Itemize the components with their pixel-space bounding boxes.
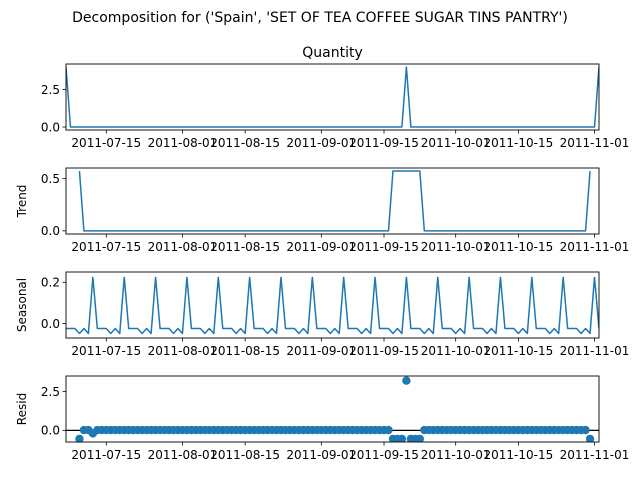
trend-ylabel: Trend bbox=[15, 185, 29, 219]
trend-plot-area bbox=[78, 170, 591, 232]
seasonal-plot-area bbox=[66, 276, 599, 335]
observed-xtick-label: 2011-08-01 bbox=[148, 136, 218, 150]
resid-point bbox=[384, 425, 393, 435]
resid-xtick-label: 2011-10-01 bbox=[421, 448, 491, 462]
observed-title: Quantity bbox=[302, 45, 363, 61]
resid-point bbox=[581, 425, 590, 435]
observed-series-line bbox=[66, 66, 599, 128]
observed-ytick-label: 2.5 bbox=[41, 83, 60, 97]
seasonal-xtick-label: 2011-09-15 bbox=[349, 344, 419, 358]
seasonal-ytick-label: 0.0 bbox=[41, 317, 60, 331]
resid-point bbox=[402, 376, 411, 385]
seasonal-xtick-label: 2011-10-01 bbox=[421, 344, 491, 358]
seasonal-axes-frame bbox=[65, 271, 600, 339]
resid-xtick-label: 2011-09-01 bbox=[286, 448, 356, 462]
trend-axes-frame bbox=[65, 167, 600, 235]
resid-xtick-label: 2011-09-15 bbox=[349, 448, 419, 462]
trend-xtick-label: 2011-07-15 bbox=[71, 240, 141, 254]
seasonal-xtick-label: 2011-08-01 bbox=[148, 344, 218, 358]
trend-xtick-label: 2011-09-01 bbox=[286, 240, 356, 254]
seasonal-ytick-label: 0.2 bbox=[41, 276, 60, 290]
seasonal-xtick-label: 2011-07-15 bbox=[71, 344, 141, 358]
trend-series-line bbox=[78, 170, 591, 232]
resid-point bbox=[75, 434, 84, 442]
resid-xtick-label: 2011-08-15 bbox=[210, 448, 280, 462]
resid-point bbox=[397, 434, 407, 442]
trend-xtick-label: 2011-08-01 bbox=[148, 240, 218, 254]
trend-ytick-label: 0.5 bbox=[41, 172, 60, 186]
resid-ytick-label: 0.0 bbox=[41, 424, 60, 438]
seasonal-xtick-label: 2011-11-01 bbox=[560, 344, 630, 358]
resid-ylabel: Resid bbox=[15, 393, 29, 425]
observed-xtick-label: 2011-11-01 bbox=[560, 136, 630, 150]
observed-ytick-label: 0.0 bbox=[41, 120, 60, 134]
figure-suptitle: Decomposition for ('Spain', 'SET OF TEA … bbox=[72, 10, 568, 26]
seasonal-xtick-label: 2011-09-01 bbox=[286, 344, 356, 358]
trend-xtick-label: 2011-11-01 bbox=[560, 240, 630, 254]
observed-axes-frame bbox=[65, 63, 600, 131]
resid-plot-area bbox=[66, 376, 599, 442]
seasonal-xtick-label: 2011-08-15 bbox=[210, 344, 280, 358]
observed-xtick-label: 2011-07-15 bbox=[71, 136, 141, 150]
observed-plot-area bbox=[66, 66, 599, 128]
trend-ytick-label: 0.0 bbox=[41, 224, 60, 238]
resid-point bbox=[415, 434, 425, 442]
trend-xtick-label: 2011-10-15 bbox=[484, 240, 554, 254]
resid-xtick-label: 2011-10-15 bbox=[484, 448, 554, 462]
observed-xtick-label: 2011-09-01 bbox=[286, 136, 356, 150]
seasonal-xtick-label: 2011-10-15 bbox=[484, 344, 554, 358]
seasonal-ylabel: Seasonal bbox=[15, 278, 29, 332]
observed-xtick-label: 2011-08-15 bbox=[210, 136, 280, 150]
trend-xtick-label: 2011-10-01 bbox=[421, 240, 491, 254]
resid-xtick-label: 2011-07-15 bbox=[71, 448, 141, 462]
resid-point bbox=[585, 434, 595, 442]
resid-axes-frame bbox=[65, 375, 600, 443]
observed-xtick-label: 2011-09-15 bbox=[349, 136, 419, 150]
panel-trend: Trend 0.0 0.5 2011-07-15 2011-08-012011-08-1… bbox=[15, 167, 630, 254]
observed-xtick-label: 2011-10-15 bbox=[484, 136, 554, 150]
seasonal-series-line bbox=[66, 276, 599, 335]
trend-xtick-label: 2011-09-15 bbox=[349, 240, 419, 254]
resid-xtick-label: 2011-08-01 bbox=[148, 448, 218, 462]
observed-xtick-label: 2011-10-01 bbox=[421, 136, 491, 150]
panel-resid: Resid 0.0 2.5 2011-07-15 2011-08-012011-08-1… bbox=[15, 375, 630, 462]
resid-xtick-label: 2011-11-01 bbox=[560, 448, 630, 462]
trend-xtick-label: 2011-08-15 bbox=[210, 240, 280, 254]
resid-ytick-label: 2.5 bbox=[41, 385, 60, 399]
